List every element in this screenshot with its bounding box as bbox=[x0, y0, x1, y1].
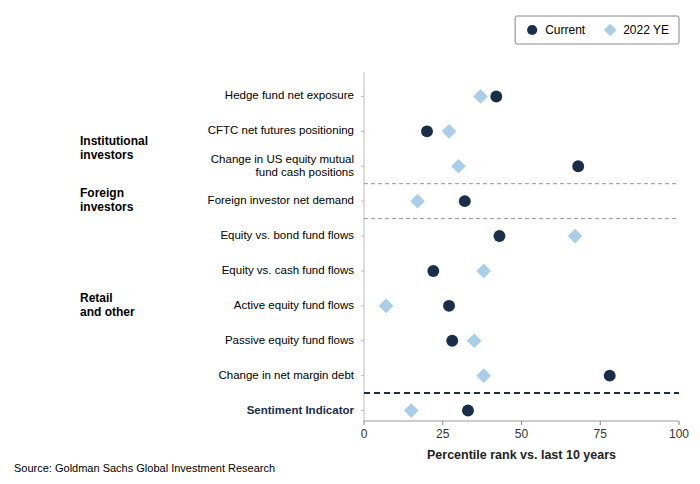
diamond-marker bbox=[404, 403, 419, 418]
category-label: Change in net margin debt bbox=[218, 369, 354, 381]
x-tick bbox=[521, 421, 522, 425]
x-tick-label: 100 bbox=[669, 427, 689, 441]
group-separator bbox=[364, 218, 679, 219]
y-tick bbox=[361, 201, 364, 202]
circle-marker bbox=[494, 230, 506, 242]
source-text: Source: Goldman Sachs Global Investment … bbox=[14, 462, 275, 474]
group-separator bbox=[364, 183, 679, 184]
y-tick bbox=[361, 96, 364, 97]
y-tick bbox=[361, 410, 364, 411]
legend-label: 2022 YE bbox=[623, 23, 669, 37]
category-label: Hedge fund net exposure bbox=[225, 89, 354, 101]
diamond-marker bbox=[473, 89, 488, 104]
y-tick bbox=[361, 131, 364, 132]
circle-marker bbox=[604, 370, 616, 382]
x-axis-label: Percentile rank vs. last 10 years bbox=[427, 448, 616, 462]
diamond-marker bbox=[476, 264, 491, 279]
x-tick-label: 75 bbox=[594, 427, 608, 441]
indicator-separator bbox=[364, 392, 679, 394]
circle-marker bbox=[572, 160, 584, 172]
legend-frame bbox=[515, 16, 679, 44]
circle-marker bbox=[459, 195, 471, 207]
chart: 0 25 50 75 100 Percentile rank vs. last 10 ye… bbox=[0, 0, 700, 484]
legend-marker bbox=[604, 24, 617, 37]
x-tick bbox=[364, 421, 365, 425]
background bbox=[0, 0, 700, 484]
diamond-marker bbox=[379, 298, 394, 313]
x-tick bbox=[600, 421, 601, 425]
circle-marker bbox=[421, 125, 433, 137]
diamond-marker bbox=[410, 194, 425, 209]
diamond-marker bbox=[442, 124, 457, 139]
diamond-marker bbox=[451, 159, 466, 174]
circle-marker bbox=[462, 405, 474, 417]
circle-marker bbox=[446, 335, 458, 347]
category-label: CFTC net futures positioning bbox=[208, 124, 354, 136]
x-tick bbox=[442, 421, 443, 425]
category-label: Change in US equity mutualfund cash posi… bbox=[211, 153, 354, 178]
y-tick bbox=[361, 305, 364, 306]
category-label: Equity vs. bond fund flows bbox=[220, 229, 354, 241]
category-label: Active equity fund flows bbox=[234, 299, 354, 311]
y-tick bbox=[361, 375, 364, 376]
group-label: Foreigninvestors bbox=[80, 186, 134, 214]
group-label: Retailand other bbox=[80, 291, 135, 319]
category-label: Passive equity fund flows bbox=[225, 334, 354, 346]
y-tick bbox=[361, 340, 364, 341]
series bbox=[379, 89, 583, 418]
x-tick-label: 25 bbox=[436, 427, 450, 441]
diamond-marker bbox=[568, 229, 583, 244]
diamond-marker bbox=[467, 333, 482, 348]
circle-marker bbox=[443, 300, 455, 312]
circle-marker bbox=[490, 90, 502, 102]
group-label: Institutionalinvestors bbox=[80, 134, 148, 162]
category-label: Foreign investor net demand bbox=[208, 194, 354, 206]
y-tick bbox=[361, 270, 364, 271]
series bbox=[421, 90, 616, 416]
category-label: Equity vs. cash fund flows bbox=[222, 264, 355, 276]
x-tick-label: 50 bbox=[515, 427, 529, 441]
circle-marker bbox=[427, 265, 439, 277]
y-tick bbox=[361, 236, 364, 237]
x-tick-label: 0 bbox=[361, 427, 368, 441]
diamond-marker bbox=[476, 368, 491, 383]
legend-label: Current bbox=[545, 23, 586, 37]
y-axis-line bbox=[364, 72, 365, 421]
legend: Current 2022 YE bbox=[515, 16, 679, 44]
x-tick bbox=[679, 421, 680, 425]
marks bbox=[379, 89, 616, 418]
category-label: Sentiment Indicator bbox=[247, 404, 355, 416]
y-tick bbox=[361, 166, 364, 167]
legend-marker bbox=[527, 25, 537, 35]
